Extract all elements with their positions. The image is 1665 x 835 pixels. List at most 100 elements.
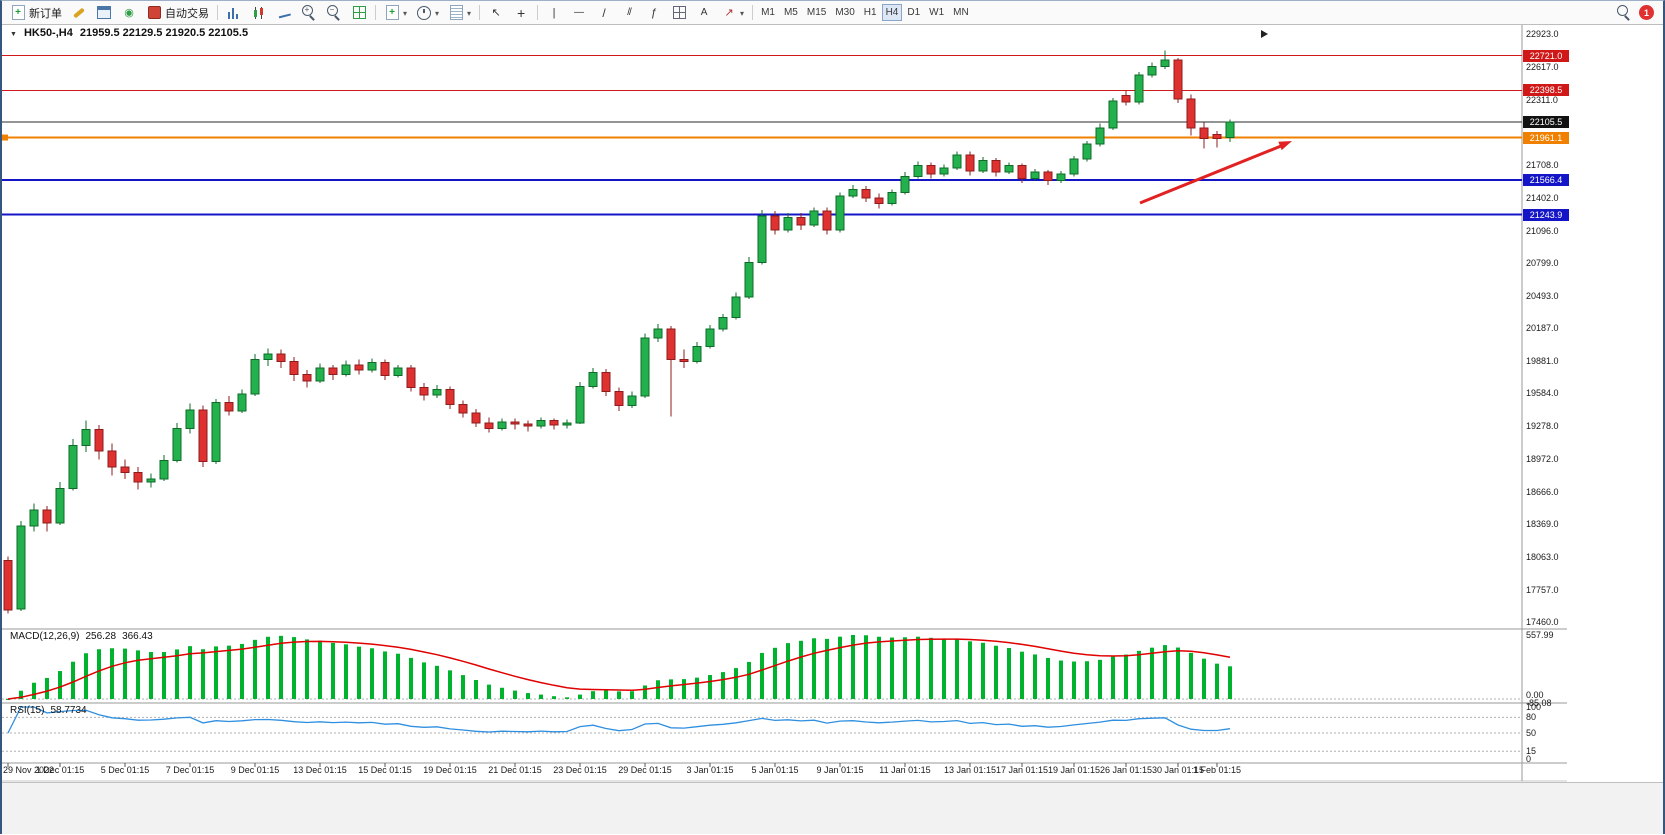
- time-axis-label: 23 Dec 01:15: [553, 765, 607, 775]
- chevron-down-icon: [403, 7, 407, 19]
- candle: [809, 207, 819, 227]
- price-axis-label: 20493.0: [1526, 290, 1559, 301]
- candle: [42, 505, 52, 532]
- trend-arrow[interactable]: [1139, 144, 1282, 205]
- timeframe-w1[interactable]: W1: [925, 4, 948, 21]
- candlestick-button[interactable]: [247, 3, 271, 22]
- candle: [1043, 169, 1053, 186]
- timeframe-m5[interactable]: M5: [780, 4, 802, 21]
- periods-button[interactable]: [412, 3, 443, 22]
- price-axis-label: 18666.0: [1526, 487, 1559, 498]
- market-watch-button[interactable]: [92, 3, 116, 22]
- macd-histogram: [6, 635, 1232, 700]
- indicators-button[interactable]: [380, 3, 411, 22]
- rings-icon: [121, 5, 137, 21]
- trend-arrow-head: [1278, 141, 1292, 151]
- timeframe-m30[interactable]: M30: [831, 4, 858, 21]
- shift-marker-icon[interactable]: [1261, 30, 1268, 38]
- candle: [497, 418, 507, 431]
- candles: [3, 50, 1235, 614]
- templates-button[interactable]: [444, 3, 475, 22]
- zoom-in-button[interactable]: +: [297, 3, 321, 22]
- candle: [237, 389, 247, 414]
- candle: [731, 292, 741, 320]
- time-axis-label: 26 Jan 01:15: [1099, 765, 1153, 775]
- candle: [783, 212, 793, 233]
- candle: [1030, 168, 1040, 181]
- auto-trading-button[interactable]: 自动交易: [142, 3, 213, 22]
- timeframe-h4[interactable]: H4: [881, 4, 903, 21]
- community-button[interactable]: [117, 3, 141, 22]
- chart-symbol-period: HK50-,H4: [23, 27, 73, 39]
- candle: [562, 419, 572, 429]
- price-axis-label: 20187.0: [1526, 323, 1559, 334]
- bar-chart-button[interactable]: [222, 3, 246, 22]
- candle: [705, 324, 715, 349]
- new-order-button[interactable]: 新订单: [6, 3, 66, 22]
- price-axis-label: 22617.0: [1526, 61, 1559, 72]
- zoom-in-icon: +: [301, 5, 317, 21]
- price-axis[interactable]: 22923.0 22617.0 22311.0 21708.0 21402.0 21096…: [1523, 24, 1665, 781]
- horizontal-line-button[interactable]: [567, 3, 591, 22]
- candle: [978, 157, 988, 174]
- candle: [133, 467, 143, 490]
- candle: [614, 387, 624, 412]
- candle: [1108, 97, 1118, 131]
- zoom-out-button[interactable]: −: [322, 3, 346, 22]
- timeframe-m15[interactable]: M15: [803, 4, 830, 21]
- timeframe-m1[interactable]: M1: [757, 4, 779, 21]
- notification-badge[interactable]: 1: [1639, 5, 1654, 20]
- search-icon[interactable]: [1616, 5, 1632, 21]
- arrow-tool-icon: [721, 5, 737, 21]
- price-badge: 22721.0: [1523, 49, 1569, 62]
- arrows-tool-button[interactable]: [717, 3, 748, 22]
- timeframe-h1[interactable]: H1: [860, 4, 881, 21]
- line-handle[interactable]: [2, 134, 8, 141]
- crosshair-button[interactable]: [509, 3, 533, 22]
- candle: [861, 186, 871, 203]
- candle: [107, 443, 117, 476]
- time-axis-label: 1 Feb 01:15: [1192, 765, 1242, 775]
- price-badge: 22105.5: [1523, 115, 1569, 128]
- new-order-label: 新订单: [29, 7, 62, 20]
- candle: [185, 403, 195, 434]
- vertical-line-button[interactable]: [542, 3, 566, 22]
- tools-button[interactable]: [67, 3, 91, 22]
- tile-windows-button[interactable]: [347, 3, 371, 22]
- channel-button[interactable]: [617, 3, 641, 22]
- time-axis-label: 3 Jan 01:15: [686, 765, 734, 775]
- crosshair-icon: [513, 5, 529, 21]
- collapse-icon[interactable]: [10, 27, 17, 39]
- candle: [640, 333, 650, 399]
- price-axis-label: 17460.0: [1526, 617, 1559, 627]
- rsi-axis-label: 0: [1526, 754, 1532, 764]
- channel-icon: [621, 5, 637, 21]
- text-tool-button[interactable]: [692, 3, 716, 22]
- price-axis-label: 17757.0: [1526, 585, 1559, 596]
- candle: [3, 556, 13, 614]
- text-icon: [696, 5, 712, 21]
- line-chart-button[interactable]: [272, 3, 296, 22]
- grid-objects-button[interactable]: [667, 3, 691, 22]
- time-axis[interactable]: 29 Nov 2022 1 Dec 01:15 5 Dec 01:15 7 Dec 0…: [2, 765, 1522, 779]
- cursor-button[interactable]: [484, 3, 508, 22]
- timeframe-d1[interactable]: D1: [903, 4, 924, 21]
- fibonacci-button[interactable]: [642, 3, 666, 22]
- macd-axis-label: 557.99: [1526, 630, 1554, 640]
- timeframe-mn[interactable]: MN: [949, 4, 973, 21]
- trendline-button[interactable]: [592, 3, 616, 22]
- price-axis-label: 18369.0: [1526, 519, 1559, 530]
- candle: [1147, 62, 1157, 78]
- candle: [887, 189, 897, 206]
- candle: [471, 408, 481, 428]
- candle: [159, 455, 169, 482]
- price-axis-label: 21708.0: [1526, 159, 1559, 170]
- candle: [536, 417, 546, 429]
- candle: [653, 323, 663, 343]
- line-chart-icon: [276, 5, 292, 21]
- candle: [1160, 50, 1170, 69]
- time-axis-label: 9 Dec 01:15: [230, 765, 280, 775]
- time-axis-label: 11 Jan 01:15: [879, 765, 931, 775]
